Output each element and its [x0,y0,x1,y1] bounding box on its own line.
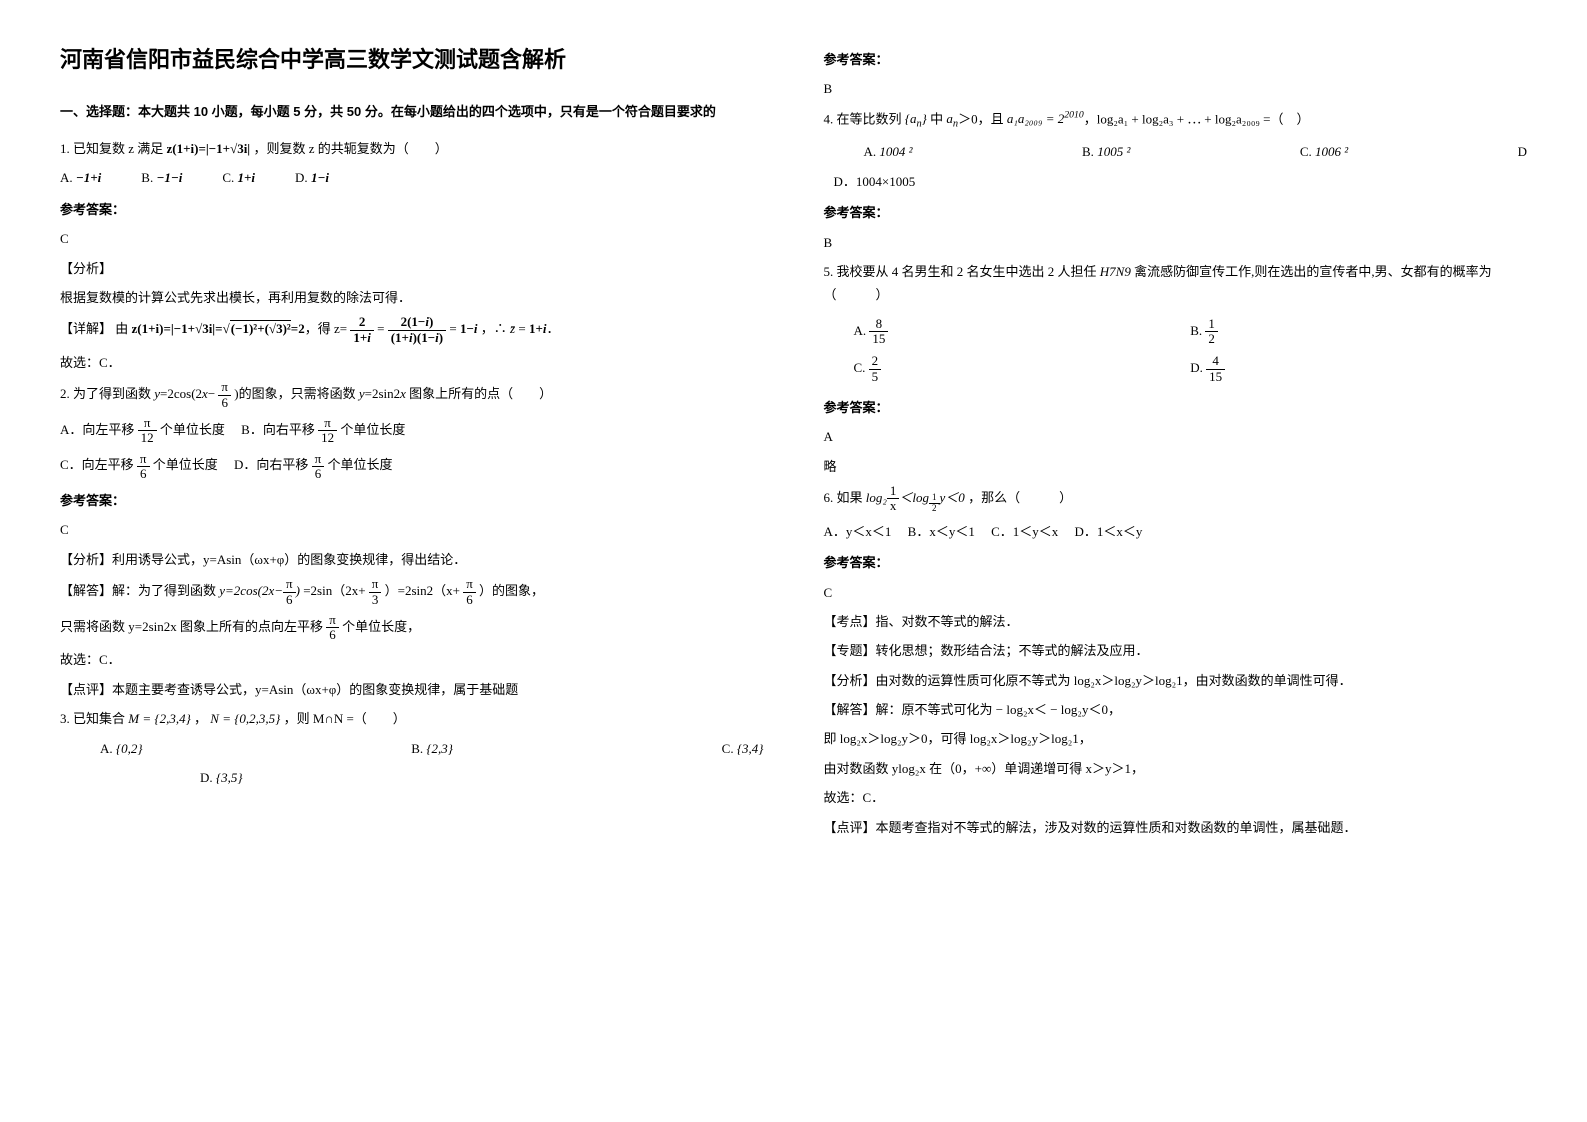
q3-optD: {3,5} [216,770,243,785]
q4-answer: B [824,231,1528,254]
q6-optA: A．y＜x＜1 [824,524,892,539]
q6-end: 故选：C． [824,786,1528,809]
q1-analysis-label: 【分析】 [60,257,764,280]
q1-end: 故选：C． [60,351,764,374]
q5-options: A. 815 B. 12 C. 25 D. 415 [854,313,1528,388]
q3-options: A. {0,2} B. {2,3} C. {3,4} [100,737,764,760]
q5-answer-label: 参考答案： [824,396,1528,419]
q2-optA: A．向左平移 π12 个单位长度 [60,422,225,437]
q1-detail-body: 由 z(1+i)=|−1+√3i|=√(−1)²+(√3)²=2，得 z= 21… [115,321,559,336]
page-title: 河南省信阳市益民综合中学高三数学文测试题含解析 [60,40,764,80]
q2-comment: 【点评】本题主要考查诱导公式，y=Asin（ωx+φ）的图象变换规律，属于基础题 [60,678,764,701]
q6-stem: 6. 如果 log₂1x＜log12y＜0 ，那么（ ） [824,484,1528,514]
q6-options: A．y＜x＜1 B．x＜y＜1 C．1＜y＜x D．1＜x＜y [824,520,1528,543]
q2-solve2: 只需将函数 y=2sin2x 图象上所有的点向左平移 π6 个单位长度， [60,613,764,643]
q4-optD-label: D [1518,140,1527,163]
q3-N: N = {0,2,3,5} [210,711,280,726]
q3-optD-row: D. {3,5} [200,766,764,789]
q2-answer-label: 参考答案： [60,489,764,512]
q2-analysis: 【分析】利用诱导公式，y=Asin（ωx+φ）的图象变换规律，得出结论． [60,548,764,571]
q1-stem: 1. 已知复数 z 满足 z(1+i)=|−1+√3i| ，则复数 z 的共轭复… [60,137,764,160]
q1-optC: C. 1+i [222,166,255,189]
q4-optB: B. 1005 ² [1082,140,1130,163]
q1-detail: 【详解】 由 z(1+i)=|−1+√3i|=√(−1)²+(√3)²=2，得 … [60,315,764,345]
q6-answer-label: 参考答案： [824,551,1528,574]
q5-optC: C. 25 [854,354,1191,384]
q2-optC: C．向左平移 π6 个单位长度 [60,457,218,472]
q5-omit: 略 [824,455,1528,478]
q6-jieda2: 即 log₂x＞log₂y＞0，可得 log₂x＞log₂y＞log₂1， [824,727,1528,750]
left-column: 河南省信阳市益民综合中学高三数学文测试题含解析 一、选择题：本大题共 10 小题… [60,40,764,845]
q3-M: M = {2,3,4} [128,711,191,726]
q1-stem-post: ，则复数 z 的共轭复数为（ ） [253,141,447,156]
q6-answer: C [824,581,1528,604]
q2-row1: A．向左平移 π12 个单位长度 B．向右平移 π12 个单位长度 [60,416,764,446]
q4-stem: 4. 在等比数列 {an} 中 an＞0，且 a₁a₂₀₀₉ = 22010，l… [824,107,1528,135]
q1-answer-label: 参考答案： [60,198,764,221]
q6-jieda3: 由对数函数 ylog₂x 在（0，+∞）单调递增可得 x＞y＞1， [824,757,1528,780]
q5-answer: A [824,425,1528,448]
q3-optA: A. {0,2} [100,737,143,760]
q4-optD: D．1004×1005 [834,170,1528,193]
q1-optD: D. 1−i [295,166,329,189]
q5-stem: 5. 我校要从 4 名男生和 2 名女生中选出 2 人担任 H7N9 禽流感防御… [824,260,1528,307]
q3-optB: B. {2,3} [411,737,453,760]
q5-optD: D. 415 [1190,354,1527,384]
q6-cond: log₂1x＜log12y＜0 [866,490,965,505]
q5-optB: B. 12 [1190,317,1527,347]
q6-optB: B．x＜y＜1 [908,524,975,539]
q3-optC: C. {3,4} [722,737,764,760]
q1-detail-label: 【详解】 [60,321,112,336]
q2-end: 故选：C． [60,648,764,671]
q6-optC: C．1＜y＜x [991,524,1058,539]
q4-answer-label: 参考答案： [824,201,1528,224]
q4-optC: C. 1006 ² [1300,140,1348,163]
q6-fenxi: 【分析】由对数的运算性质可化原不等式为 log₂x＞log₂y＞log₂1，由对… [824,669,1528,692]
q1-stem-pre: 1. 已知复数 z 满足 [60,141,167,156]
q5-optA: A. 815 [854,317,1191,347]
q2-optB: B．向右平移 π12 个单位长度 [241,422,405,437]
q2-row2: C．向左平移 π6 个单位长度 D．向右平移 π6 个单位长度 [60,452,764,482]
q6-comment: 【点评】本题考查指对不等式的解法，涉及对数的运算性质和对数函数的单调性，属基础题… [824,816,1528,839]
q4-optA: A. 1004 ² [864,140,913,163]
section-intro: 一、选择题：本大题共 10 小题，每小题 5 分，共 50 分。在每小题给出的四… [60,100,764,123]
right-column: 参考答案： B 4. 在等比数列 {an} 中 an＞0，且 a₁a₂₀₀₉ =… [824,40,1528,845]
q6-jieda1: 【解答】解：原不等式可化为 − log₂x＜ − log₂y＜0， [824,698,1528,721]
q6-kaodian: 【考点】指、对数不等式的解法． [824,610,1528,633]
q1-answer: C [60,227,764,250]
q2-answer: C [60,518,764,541]
q1-analysis: 根据复数模的计算公式先求出模长，再利用复数的除法可得． [60,286,764,309]
q3-answer: B [824,77,1528,100]
q6-optD: D．1＜x＜y [1075,524,1143,539]
q1-options: A. −1+i B. −1−i C. 1+i D. 1−i [60,166,764,189]
q3-stem: 3. 已知集合 M = {2,3,4} ， N = {0,2,3,5} ，则 M… [60,707,764,730]
q3-answer-label: 参考答案： [824,48,1528,71]
q1-optA: A. −1+i [60,166,101,189]
q6-zhuanti: 【专题】转化思想；数形结合法；不等式的解法及应用． [824,639,1528,662]
q1-formula: z(1+i)=|−1+√3i| [167,141,251,156]
q4-options: A. 1004 ² B. 1005 ² C. 1006 ² D [864,140,1528,163]
q1-optB: B. −1−i [141,166,182,189]
q2-stem: 2. 为了得到函数 y=2cos(2x− π6 )的图象，只需将函数 y=2si… [60,380,764,410]
q2-solve: 【解答】解：为了得到函数 y=2cos(2x−π6) =2sin（2x+ π3 … [60,577,764,607]
q2-optD: D．向右平移 π6 个单位长度 [234,457,392,472]
